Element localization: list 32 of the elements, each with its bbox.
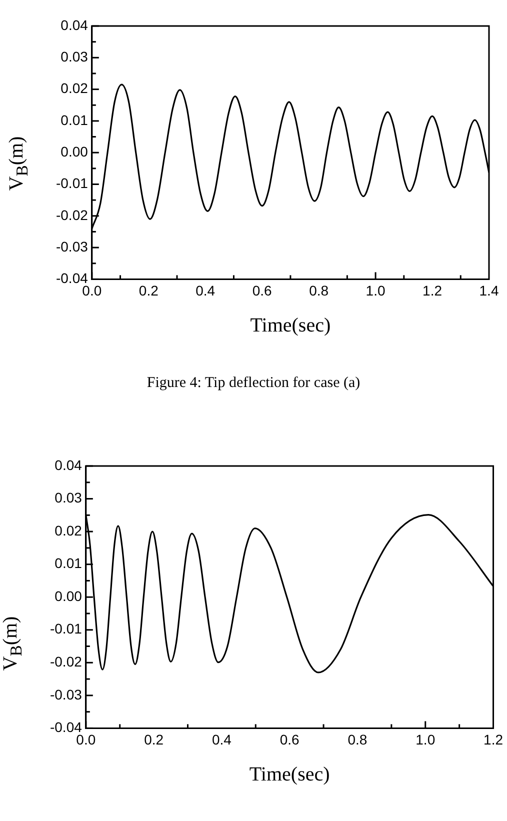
y-tick-label: -0.02 (56, 206, 88, 223)
x-axis-title: Time(sec) (250, 314, 331, 336)
y-tick-label: 0.03 (60, 48, 88, 65)
x-tick-label: 0.8 (348, 731, 368, 748)
y-tick-label: 0.01 (60, 112, 88, 128)
x-tick-label: 1.2 (422, 282, 442, 298)
caption: Figure 4: Tip deflection for case (a) (146, 375, 362, 392)
x-tick-label: 0.6 (280, 731, 300, 748)
x-tick-label: 0.8 (309, 282, 329, 298)
x-tick-label: 0.4 (212, 731, 232, 748)
y-tick-label: 0.00 (54, 588, 82, 604)
y-tick-label: 0.04 (54, 456, 82, 473)
x-tick-label: 1.2 (484, 731, 504, 748)
x-axis-title: Time(sec) (249, 763, 330, 786)
x-tick-label: 1.0 (416, 731, 436, 748)
x-tick-label: 0.2 (144, 731, 164, 748)
y-tick-label: 0.01 (54, 555, 82, 572)
y-tick-label: 0.02 (54, 522, 82, 538)
x-tick-label: 0.4 (196, 282, 216, 298)
y-tick-label: 0.00 (60, 143, 88, 160)
y-tick-label: -0.03 (56, 238, 88, 254)
y-tick-label: 0.04 (60, 16, 88, 33)
y-tick-label: -0.03 (50, 686, 82, 702)
y-tick-label: 0.02 (60, 80, 88, 96)
x-tick-label: 1.4 (479, 282, 499, 298)
x-tick-label: 0.2 (138, 282, 159, 298)
y-tick-label: 0.03 (54, 490, 82, 506)
y-tick-label: -0.01 (50, 620, 82, 637)
x-tick-label: 1.0 (366, 282, 386, 298)
x-tick-label: 0.6 (252, 282, 272, 298)
y-tick-label: -0.01 (56, 175, 88, 192)
y-tick-label: -0.02 (50, 654, 82, 670)
